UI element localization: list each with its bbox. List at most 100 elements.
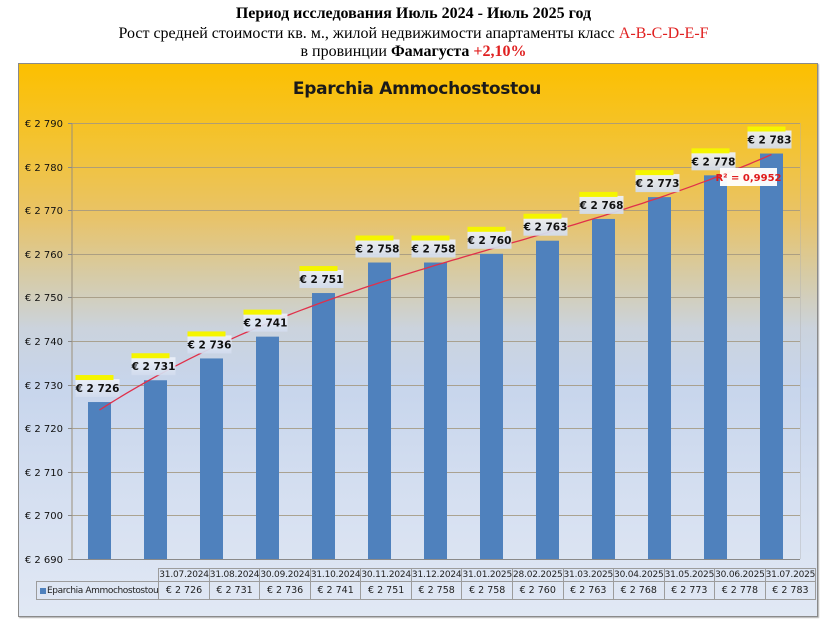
data-label: € 2 751 bbox=[299, 274, 344, 286]
data-table-header-row: 31.07.2024 31.08.2024 30.09.2024 31.10.2024… bbox=[37, 568, 817, 582]
data-table-value: € 2 763 bbox=[562, 581, 615, 600]
subtitle-text: Рост средней стоимости кв. м., жилой нед… bbox=[118, 25, 619, 42]
data-label: € 2 778 bbox=[691, 156, 736, 168]
y-tick-label: € 2 720 bbox=[25, 424, 63, 435]
data-label: € 2 736 bbox=[187, 339, 232, 351]
apartment-class: A-B-C-D-E-F bbox=[618, 25, 709, 42]
data-table-date: 31.07.2025 bbox=[764, 568, 817, 582]
report-title: Период исследования Июль 2024 - Июль 202… bbox=[235, 5, 592, 22]
data-label: € 2 731 bbox=[131, 361, 176, 373]
data-table-values-row: Eparchia Ammochostostou € 2 726 € 2 731 € 2… bbox=[35, 581, 817, 600]
data-label-highlight bbox=[411, 235, 450, 241]
y-tick-label: € 2 760 bbox=[25, 250, 63, 261]
data-table-date: 31.12.2024 bbox=[410, 568, 463, 582]
bar bbox=[424, 262, 447, 559]
data-table-value: € 2 758 bbox=[461, 581, 513, 600]
y-tick-label: € 2 780 bbox=[25, 163, 63, 174]
bar bbox=[648, 197, 671, 559]
bar bbox=[760, 153, 783, 559]
data-table-date: 30.06.2025 bbox=[714, 568, 766, 582]
data-table-value: € 2 783 bbox=[764, 581, 817, 600]
data-label-highlight bbox=[131, 353, 170, 359]
data-label-box bbox=[579, 195, 624, 214]
y-tick-label: € 2 700 bbox=[25, 511, 63, 522]
data-table-date: 31.05.2025 bbox=[663, 568, 716, 582]
data-label-highlight bbox=[691, 148, 730, 154]
data-label-box bbox=[691, 152, 736, 171]
data-label-box bbox=[523, 217, 568, 236]
data-table-value: € 2 778 bbox=[714, 581, 766, 600]
r2-label: R² = 0,9952 bbox=[715, 173, 781, 184]
data-table-value: € 2 758 bbox=[410, 581, 463, 600]
data-label-highlight bbox=[243, 309, 282, 315]
bar bbox=[200, 358, 223, 559]
data-label-highlight bbox=[299, 266, 338, 272]
y-tick-label: € 2 710 bbox=[25, 468, 63, 479]
bar bbox=[88, 402, 111, 559]
data-label-box bbox=[411, 239, 456, 258]
data-label-box bbox=[243, 313, 288, 332]
bar bbox=[368, 262, 391, 559]
r2-label-box bbox=[720, 168, 777, 186]
y-tick-label: € 2 770 bbox=[25, 206, 63, 217]
chart-title: Eparchia Ammochostostou bbox=[292, 79, 542, 99]
legend-swatch bbox=[40, 587, 46, 594]
y-tick-label: € 2 690 bbox=[25, 555, 63, 566]
data-table-value: € 2 736 bbox=[259, 581, 311, 600]
data-table-value: € 2 741 bbox=[309, 581, 362, 600]
data-label-highlight bbox=[747, 126, 786, 132]
data-table-date: 31.03.2025 bbox=[562, 568, 615, 582]
legend-label: Eparchia Ammochostostou bbox=[47, 586, 159, 596]
data-table-value: € 2 773 bbox=[663, 581, 716, 600]
data-table-value: € 2 731 bbox=[208, 581, 261, 600]
data-table-date: 31.08.2024 bbox=[208, 568, 261, 582]
legend-cell: Eparchia Ammochostostou bbox=[35, 581, 160, 600]
bar bbox=[144, 380, 167, 559]
data-label-box bbox=[355, 239, 400, 258]
data-label-highlight bbox=[355, 235, 394, 241]
data-table-date: 28.02.2025 bbox=[511, 568, 564, 582]
data-table-corner bbox=[37, 569, 159, 582]
data-label-highlight bbox=[75, 375, 114, 381]
data-table-value: € 2 751 bbox=[360, 581, 412, 600]
growth-percent: +2,10% bbox=[473, 43, 527, 60]
data-table-date: 31.01.2025 bbox=[461, 568, 513, 582]
data-label-box bbox=[299, 270, 344, 289]
bar bbox=[312, 293, 335, 559]
data-label: € 2 783 bbox=[747, 135, 792, 147]
data-table: 31.07.2024 31.08.2024 30.09.2024 31.10.2024… bbox=[35, 568, 817, 600]
data-table-value: € 2 726 bbox=[158, 581, 210, 600]
data-label-highlight bbox=[187, 331, 226, 337]
data-label-box bbox=[75, 379, 120, 398]
data-label-highlight bbox=[523, 213, 562, 219]
data-label-box bbox=[131, 357, 176, 376]
data-label-highlight bbox=[579, 191, 618, 197]
data-table-date: 30.09.2024 bbox=[259, 568, 311, 582]
data-table-date: 31.10.2024 bbox=[309, 568, 362, 582]
data-label: € 2 741 bbox=[243, 318, 288, 330]
data-label: € 2 758 bbox=[355, 244, 400, 256]
data-label-box bbox=[747, 130, 792, 149]
data-label: € 2 773 bbox=[635, 178, 680, 190]
data-label: € 2 760 bbox=[467, 235, 512, 247]
data-label: € 2 768 bbox=[579, 200, 624, 212]
data-label-box bbox=[635, 174, 680, 193]
data-label: € 2 763 bbox=[523, 222, 568, 234]
data-table-value: € 2 760 bbox=[511, 581, 564, 600]
data-table-date: 30.11.2024 bbox=[360, 568, 412, 582]
data-label-box bbox=[187, 335, 232, 354]
report-subtitle: Рост средней стоимости кв. м., жилой нед… bbox=[0, 25, 827, 43]
region-name: Фамагуста bbox=[390, 43, 470, 60]
report-region-line: в провинции Фамагуста +2,10% bbox=[0, 43, 827, 61]
bar bbox=[536, 240, 559, 559]
data-label-highlight bbox=[635, 170, 674, 176]
bar bbox=[592, 218, 615, 560]
data-label-highlight bbox=[467, 226, 506, 232]
data-table-date: 30.04.2025 bbox=[613, 568, 665, 582]
y-tick-label: € 2 750 bbox=[25, 293, 63, 304]
region-prefix: в провинции bbox=[300, 43, 391, 60]
bar bbox=[704, 175, 727, 559]
bar bbox=[256, 336, 279, 559]
y-tick-label: € 2 790 bbox=[25, 119, 63, 130]
